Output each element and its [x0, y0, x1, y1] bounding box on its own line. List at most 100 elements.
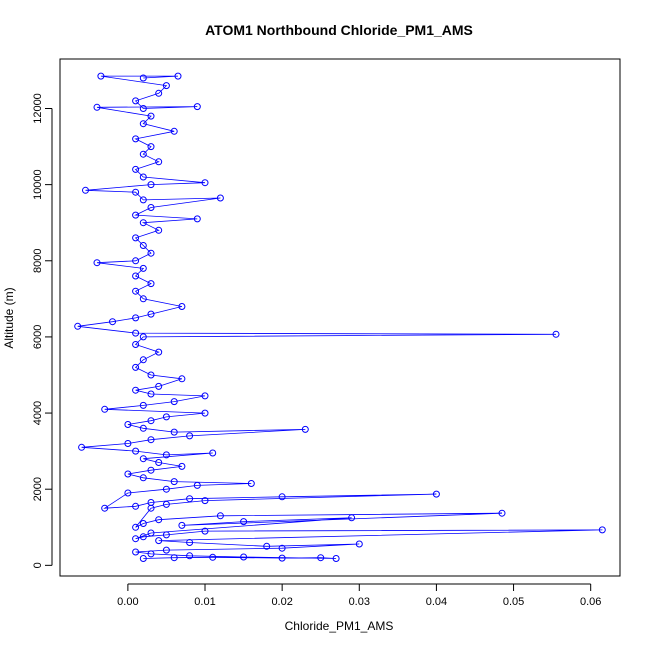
data-point	[139, 474, 147, 482]
data-point	[301, 425, 309, 433]
y-tick-label: 10000	[32, 169, 44, 200]
data-point	[216, 194, 224, 202]
data-point	[132, 386, 140, 394]
data-point	[139, 455, 147, 463]
x-tick-label: 0.03	[349, 596, 370, 608]
data-point	[178, 462, 186, 470]
data-point	[155, 226, 163, 234]
data-point	[162, 413, 170, 421]
data-point	[147, 143, 155, 151]
data-point	[170, 428, 178, 436]
data-point	[209, 553, 217, 561]
x-tick-label: 0.02	[271, 596, 292, 608]
data-point	[132, 548, 140, 556]
series-line	[77, 75, 603, 559]
data-point	[93, 103, 101, 111]
data-point	[139, 264, 147, 272]
data-point	[74, 322, 82, 330]
data-point	[186, 432, 194, 440]
data-point	[147, 112, 155, 120]
x-axis: 0.00 0.01 0.02 0.03 0.04 0.05 0.06	[117, 583, 601, 608]
data-point	[193, 215, 201, 223]
data-point	[132, 535, 140, 543]
data-point	[132, 272, 140, 280]
data-point	[139, 424, 147, 432]
data-point	[132, 363, 140, 371]
chart-title: ATOM1 Northbound Chloride_PM1_AMS	[205, 22, 473, 38]
data-point	[139, 295, 147, 303]
data-point	[139, 173, 147, 181]
data-point	[147, 204, 155, 211]
data-point	[132, 165, 140, 173]
x-tick-label: 0.00	[117, 596, 138, 608]
data-point	[139, 333, 147, 341]
data-point	[178, 303, 186, 310]
data-point	[147, 310, 155, 318]
data-point	[598, 526, 606, 534]
data-point	[139, 356, 147, 364]
data-point	[147, 550, 155, 558]
y-tick-label: 8000	[32, 249, 44, 273]
data-point	[139, 105, 147, 112]
data-point	[147, 181, 155, 189]
data-point	[132, 447, 140, 455]
data-point	[147, 390, 155, 398]
data-point	[139, 555, 147, 562]
data-point	[209, 449, 217, 457]
x-tick-label: 0.01	[194, 596, 215, 608]
data-point	[240, 553, 248, 561]
data-point	[124, 470, 132, 478]
data-point	[332, 555, 340, 562]
data-point	[162, 500, 170, 508]
data-point	[132, 341, 140, 348]
data-point	[155, 89, 163, 97]
data-point	[193, 481, 201, 489]
x-tick-label: 0.06	[580, 596, 601, 608]
x-tick-label: 0.04	[426, 596, 447, 608]
data-point	[101, 504, 109, 512]
data-point	[432, 490, 440, 498]
data-point	[355, 540, 363, 548]
data-point	[278, 493, 286, 501]
data-point	[162, 546, 170, 554]
data-point	[139, 533, 147, 541]
data-point	[162, 82, 170, 90]
data-point	[147, 371, 155, 379]
data-point	[174, 72, 182, 80]
y-tick-label: 12000	[32, 93, 44, 124]
data-point	[201, 409, 209, 417]
data-point	[348, 514, 356, 522]
data-point	[162, 531, 170, 539]
data-point	[97, 72, 105, 80]
data-point	[155, 382, 163, 390]
data-point	[139, 219, 147, 227]
data-point	[155, 516, 163, 524]
data-point	[193, 103, 201, 111]
y-tick-label: 0	[32, 562, 44, 568]
data-point	[132, 314, 140, 322]
data-point	[186, 552, 194, 560]
y-tick-label: 6000	[32, 325, 44, 349]
data-point	[201, 527, 209, 535]
data-point	[155, 537, 163, 545]
data-point	[147, 466, 155, 474]
data-point	[132, 211, 140, 219]
data-point	[78, 443, 86, 451]
data-point	[155, 158, 163, 166]
y-tick-label: 4000	[32, 401, 44, 425]
data-point	[178, 521, 186, 529]
data-point	[147, 417, 155, 425]
data-point	[317, 554, 325, 562]
data-point	[147, 436, 155, 444]
data-point	[147, 499, 155, 506]
data-point	[132, 257, 140, 265]
data-point	[170, 478, 178, 486]
data-series	[74, 72, 606, 562]
data-point	[124, 421, 132, 428]
y-tick-label: 2000	[32, 477, 44, 501]
data-point	[139, 401, 147, 409]
data-point	[132, 502, 140, 510]
data-point	[170, 554, 178, 562]
data-point	[278, 544, 286, 552]
